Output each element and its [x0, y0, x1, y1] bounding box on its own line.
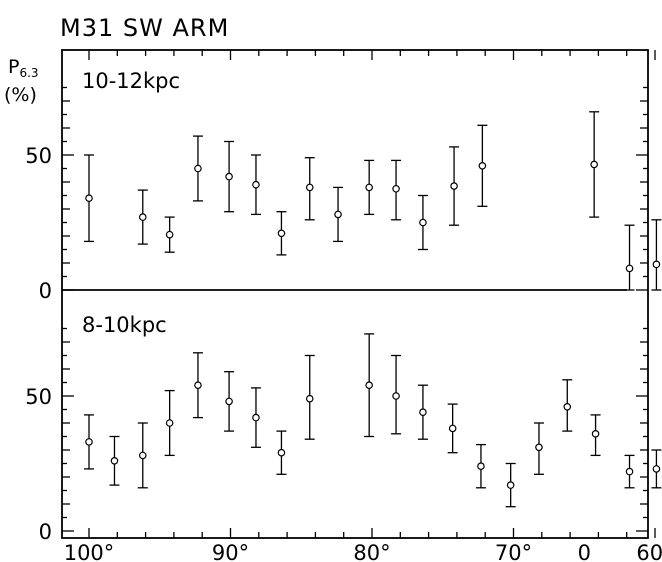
data-marker [652, 465, 661, 473]
data-point [224, 140, 235, 213]
data-marker [252, 180, 260, 189]
data-marker [392, 184, 400, 193]
data-marker [506, 481, 515, 489]
data-point [84, 414, 94, 470]
axis-ticks [62, 50, 656, 538]
data-marker [305, 394, 314, 403]
data-marker [448, 424, 457, 433]
data-marker [165, 230, 174, 239]
panel-bottom-label: 8-10kpc [82, 313, 167, 337]
data-point [590, 414, 601, 457]
data-marker [85, 194, 93, 203]
data-point [475, 443, 486, 489]
data-marker [535, 443, 543, 452]
data-marker [194, 164, 202, 173]
x-tick-label: 80° [353, 541, 390, 562]
data-marker [334, 210, 342, 219]
tick-labels: 100° 90° 80° 70° 0 60° 0 50 0 50 [25, 144, 662, 562]
data-point [651, 449, 662, 489]
y-axis-label-main: P [8, 56, 19, 78]
data-point [391, 354, 402, 435]
chart-title: M31 SW ARM [60, 14, 229, 42]
data-marker [625, 467, 634, 476]
data-marker [194, 381, 202, 390]
svg-text:P6.3: P6.3 [8, 56, 39, 80]
data-marker [392, 392, 400, 400]
data-marker [305, 183, 314, 192]
y-axis-label: P6.3 (%) [4, 56, 39, 106]
data-marker [277, 448, 286, 457]
data-point [533, 422, 544, 475]
data-marker [165, 419, 174, 427]
data-point [164, 389, 175, 457]
data-marker [110, 456, 119, 465]
data-point [417, 384, 428, 440]
data-point [164, 216, 175, 253]
panel-bottom: 8-10kpc [82, 313, 662, 508]
data-point [250, 387, 261, 448]
data-point [651, 219, 662, 291]
data-marker [277, 229, 286, 238]
x-tick-label: 100° [64, 541, 115, 562]
data-point [276, 430, 287, 475]
data-point [624, 224, 635, 291]
data-marker [419, 218, 427, 227]
data-point [449, 146, 460, 226]
data-point [364, 159, 375, 216]
y-tick-label: 0 [39, 520, 52, 544]
data-marker [478, 162, 487, 170]
data-point [477, 124, 488, 207]
data-point [304, 354, 315, 440]
data-point [192, 135, 203, 202]
y-tick-label: 50 [25, 385, 52, 409]
data-marker [477, 462, 485, 471]
data-point [250, 154, 261, 216]
data-marker [225, 397, 233, 406]
data-point [137, 189, 148, 245]
data-marker [252, 413, 260, 422]
data-point [562, 379, 573, 432]
data-marker [563, 402, 572, 411]
data-marker [138, 451, 147, 460]
data-point [391, 159, 402, 221]
data-marker [652, 260, 661, 269]
x-tick-label: 70° [495, 541, 532, 562]
data-marker [419, 408, 427, 417]
data-point [192, 352, 203, 419]
data-point [624, 454, 635, 489]
data-point [333, 186, 344, 243]
data-marker [85, 438, 93, 446]
data-point [224, 371, 235, 432]
plot-frame [61, 49, 649, 539]
data-marker [138, 213, 147, 221]
data-marker [590, 160, 598, 169]
data-marker [625, 264, 634, 273]
data-point [276, 211, 287, 256]
data-point [84, 154, 94, 243]
y-axis-label-unit: (%) [4, 84, 37, 106]
data-marker [450, 182, 458, 190]
panel-top: 10-12kpc [82, 69, 662, 291]
data-marker [225, 172, 233, 181]
data-point [417, 194, 428, 251]
data-marker [591, 429, 600, 438]
panel-top-label: 10-12kpc [82, 69, 180, 93]
data-marker [365, 381, 373, 390]
data-point [447, 403, 458, 454]
data-point [364, 333, 375, 438]
x-tick-label: 0 [578, 541, 591, 562]
y-tick-label: 0 [39, 279, 52, 303]
data-point [505, 462, 516, 508]
y-tick-label: 50 [25, 144, 52, 168]
data-point [109, 435, 120, 486]
x-tick-label: 60° [636, 541, 662, 562]
y-axis-label-sub: 6.3 [19, 66, 38, 80]
data-point [589, 111, 600, 218]
data-point [304, 157, 315, 221]
data-marker [365, 183, 373, 192]
data-point [137, 422, 148, 489]
x-tick-label: 90° [212, 541, 249, 562]
